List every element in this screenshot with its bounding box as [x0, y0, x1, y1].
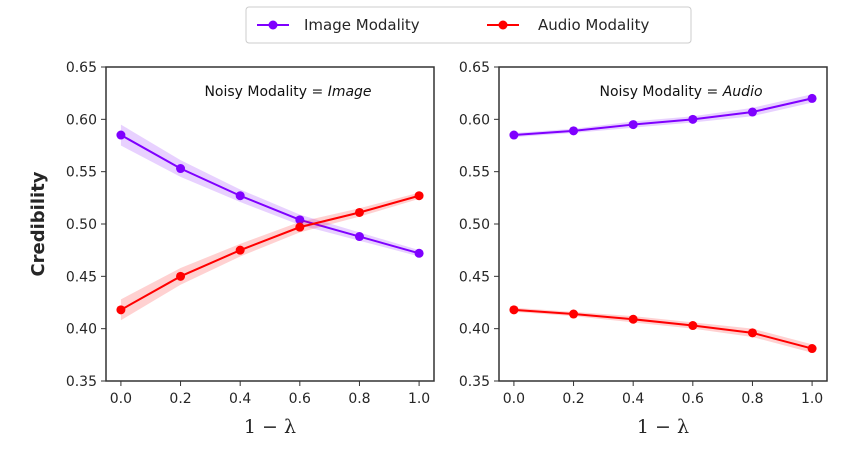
x-tick-label: 0.2	[169, 391, 191, 407]
y-tick-label: 0.55	[459, 165, 490, 181]
annotation-value: Audio	[722, 84, 763, 100]
legend-frame	[245, 6, 692, 44]
legend-marker-audio	[498, 20, 508, 30]
y-tick-label: 0.65	[66, 60, 97, 76]
confidence-band-image-modality	[513, 94, 813, 138]
y-tick-label: 0.45	[459, 269, 490, 285]
plot-frame	[105, 66, 435, 382]
x-tick-label: 0.4	[622, 391, 644, 407]
annotation-prefix: Noisy Modality =	[204, 84, 327, 100]
series-line-audio-modality	[513, 308, 813, 350]
series-line-image-modality	[120, 134, 420, 255]
y-tick-label: 0.45	[66, 269, 97, 285]
x-tick-label: 0.8	[741, 391, 763, 407]
data-point-image-modality	[569, 126, 579, 136]
data-point-audio-modality	[569, 309, 579, 319]
y-tick-label: 0.65	[459, 60, 490, 76]
plot-frame	[498, 66, 828, 382]
data-point-image-modality	[628, 120, 638, 130]
x-tick-label: 1.0	[801, 391, 823, 407]
confidence-band-audio-modality	[513, 307, 813, 353]
legend: Image Modality Audio Modality	[245, 6, 692, 44]
data-point-audio-modality	[295, 222, 305, 232]
x-axis-label: 1 − λ	[244, 416, 296, 438]
data-point-image-modality	[176, 164, 186, 174]
data-point-image-modality	[807, 93, 817, 103]
data-point-audio-modality	[235, 245, 245, 255]
data-point-image-modality	[235, 191, 245, 201]
data-point-audio-modality	[176, 271, 186, 281]
chart-panel-right: 0.35 0.40 0.45 0.50 0.55 0.60 0.65 0.0 0.2 0.4 0.6…	[459, 60, 828, 438]
confidence-band-audio-modality	[120, 192, 420, 321]
y-tick-label: 0.60	[459, 112, 490, 128]
x-tick-label: 0.6	[682, 391, 704, 407]
x-tick-label: 0.4	[229, 391, 251, 407]
y-tick-label: 0.40	[66, 322, 97, 338]
data-point-image-modality	[509, 130, 519, 140]
x-tick-label: 0.6	[289, 391, 311, 407]
legend-label-audio: Audio Modality	[538, 16, 649, 34]
data-point-image-modality	[295, 215, 305, 225]
data-point-image-modality	[116, 130, 126, 140]
y-tick-label: 0.50	[459, 217, 490, 233]
chart-panel-left: 0.35 0.40 0.45 0.50 0.55 0.60 0.65 0.0 0.2 0.4 0.6…	[66, 60, 435, 438]
data-point-audio-modality	[116, 305, 126, 315]
x-tick-label: 0.2	[562, 391, 584, 407]
panel-annotation: Noisy Modality = Audio	[599, 84, 762, 100]
y-tick-label: 0.40	[459, 322, 490, 338]
x-tick-label: 1.0	[408, 391, 430, 407]
legend-marker-image	[268, 20, 278, 30]
data-point-image-modality	[354, 232, 364, 242]
y-tick-label: 0.35	[66, 374, 97, 390]
data-point-audio-modality	[354, 207, 364, 217]
data-point-audio-modality	[747, 328, 757, 338]
series-line-audio-modality	[120, 194, 420, 311]
annotation-value: Image	[328, 84, 372, 100]
legend-label-image: Image Modality	[304, 16, 420, 34]
confidence-band-image-modality	[120, 124, 420, 257]
data-point-image-modality	[747, 107, 757, 117]
x-tick-label: 0.0	[110, 391, 132, 407]
data-point-audio-modality	[688, 321, 698, 331]
data-point-audio-modality	[628, 314, 638, 324]
panel-annotation: Noisy Modality = Image	[204, 84, 371, 100]
data-point-audio-modality	[414, 191, 424, 201]
y-axis-label: Credibility	[28, 171, 49, 276]
annotation-prefix: Noisy Modality =	[599, 84, 722, 100]
data-point-audio-modality	[807, 344, 817, 354]
series-line-image-modality	[513, 97, 813, 137]
x-tick-label: 0.0	[503, 391, 525, 407]
y-tick-label: 0.60	[66, 112, 97, 128]
y-tick-label: 0.35	[459, 374, 490, 390]
data-point-audio-modality	[509, 305, 519, 315]
x-axis-label: 1 − λ	[637, 416, 689, 438]
data-point-image-modality	[414, 248, 424, 258]
y-tick-label: 0.55	[66, 165, 97, 181]
x-tick-label: 0.8	[348, 391, 370, 407]
y-tick-label: 0.50	[66, 217, 97, 233]
data-point-image-modality	[688, 114, 698, 124]
